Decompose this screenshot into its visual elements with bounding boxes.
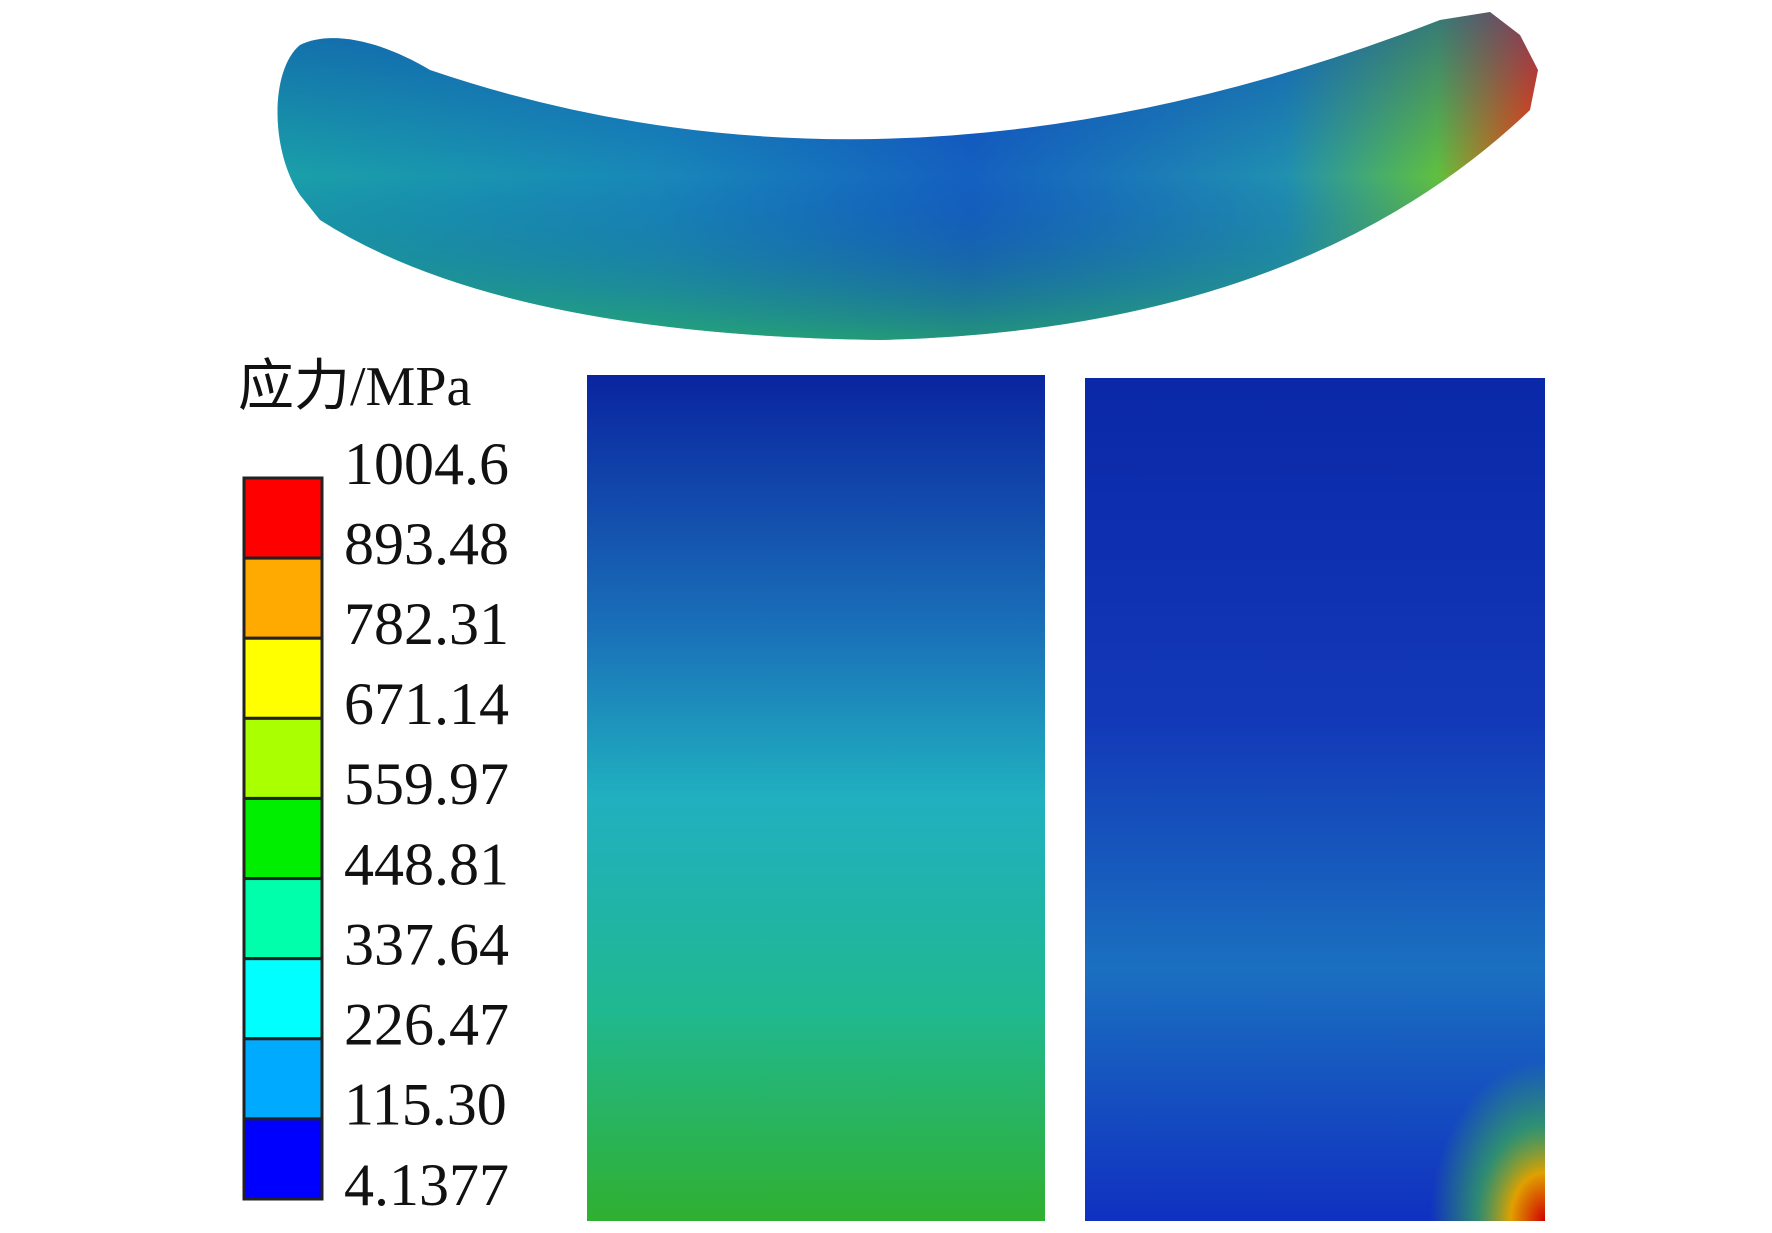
legend-label: 782.31 (344, 591, 509, 657)
legend-band (242, 1117, 324, 1201)
legend-label: 1004.6 (344, 431, 509, 497)
beam (277, 12, 1538, 340)
legend-band (242, 636, 324, 720)
legend-label: 893.48 (344, 511, 509, 577)
legend-label: 226.47 (344, 992, 509, 1058)
legend-band (242, 1037, 324, 1121)
legend-label: 337.64 (344, 911, 509, 977)
legend-label: 448.81 (344, 831, 509, 897)
legend-label: 4.1377 (344, 1152, 509, 1218)
legend-label: 115.30 (344, 1072, 507, 1138)
legend-band (242, 556, 324, 640)
legend-label: 559.97 (344, 751, 509, 817)
legend-band (242, 877, 324, 961)
legend-band (242, 716, 324, 800)
legend-band (242, 957, 324, 1041)
legend: 1004.6 893.48 782.31 671.14 559.97 448.81 337.… (242, 431, 509, 1218)
legend-label: 671.14 (344, 671, 509, 737)
legend-band (242, 476, 324, 560)
right-contour (1085, 378, 1545, 1221)
legend-band (242, 796, 324, 881)
legend-title: 应力/MPa (238, 356, 471, 418)
left-contour (587, 375, 1045, 1221)
